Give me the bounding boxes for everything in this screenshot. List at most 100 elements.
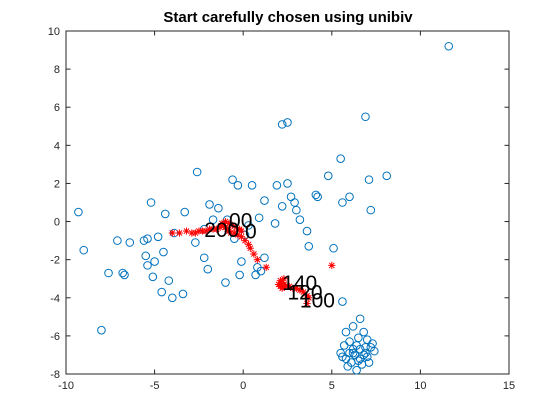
- data-point: [292, 205, 301, 215]
- data-point: [168, 293, 177, 303]
- data-point: [74, 207, 83, 217]
- trajectory-point: [232, 223, 240, 231]
- data-point: [120, 270, 129, 280]
- data-point: [118, 268, 128, 278]
- y-tick-label: 10: [48, 26, 60, 38]
- trajectory-point: [299, 288, 308, 296]
- data-point: [141, 251, 151, 261]
- data-point: [164, 276, 174, 285]
- iteration-label: 0: [245, 221, 257, 244]
- trajectory-point: [328, 261, 336, 269]
- data-point: [339, 341, 349, 350]
- y-tick-label: -8: [50, 369, 60, 381]
- data-point: [329, 243, 338, 253]
- data-point: [104, 268, 113, 278]
- data-point: [444, 41, 454, 51]
- trajectory-point: [280, 275, 288, 283]
- data-point: [221, 278, 230, 287]
- trajectory-point: [188, 229, 196, 237]
- data-point: [244, 221, 253, 230]
- iteration-label: 00: [229, 209, 252, 232]
- observation-series: [74, 41, 454, 375]
- data-point: [203, 264, 213, 274]
- trajectory-point: [237, 233, 246, 241]
- chart-title: Start carefully chosen using unibiv: [163, 9, 413, 26]
- trajectory-point: [253, 256, 261, 264]
- data-point: [352, 365, 361, 375]
- axes-frame: [65, 30, 510, 375]
- data-point: [237, 257, 246, 266]
- data-point: [359, 327, 368, 337]
- y-tick-label: 8: [54, 64, 60, 76]
- trajectory-point: [237, 227, 246, 235]
- data-point: [348, 322, 358, 331]
- data-point: [191, 238, 200, 247]
- trajectory-series: [168, 217, 336, 308]
- data-point: [341, 327, 351, 337]
- iteration-label: 200: [204, 219, 239, 242]
- data-point: [251, 270, 260, 280]
- data-point: [283, 179, 292, 188]
- trajectory-point: [182, 227, 191, 235]
- data-point: [364, 358, 374, 367]
- data-point: [139, 236, 149, 245]
- data-point: [157, 287, 166, 297]
- trajectory-point: [234, 231, 242, 239]
- trajectory-point: [296, 286, 304, 294]
- x-tick-label: 10: [414, 380, 426, 392]
- data-point: [146, 198, 156, 207]
- data-point: [311, 190, 321, 200]
- data-point: [355, 314, 365, 324]
- data-point: [302, 226, 312, 236]
- x-axis: -10 -5 0 5 10 15: [58, 31, 515, 392]
- data-point: [180, 207, 190, 217]
- iteration-label: 120: [288, 282, 323, 305]
- data-point: [205, 200, 214, 209]
- trajectory-point: [218, 219, 226, 228]
- trajectory-point: [216, 223, 224, 231]
- trajectory-point: [303, 292, 311, 300]
- plot-area: [74, 41, 454, 375]
- data-point: [235, 270, 244, 280]
- data-point: [355, 354, 365, 364]
- data-point: [382, 171, 392, 181]
- data-point: [323, 171, 333, 181]
- trajectory-point: [276, 277, 285, 285]
- x-tick-label: 5: [329, 380, 335, 392]
- trajectory-point: [221, 217, 230, 226]
- y-tick-label: -6: [50, 331, 60, 343]
- trajectory-point: [175, 229, 184, 237]
- y-tick-label: -4: [50, 293, 60, 305]
- data-point: [345, 192, 354, 202]
- x-tick-label: -5: [150, 380, 160, 392]
- y-tick-label: 0: [54, 217, 60, 229]
- x-tick-label: 0: [240, 380, 246, 392]
- trajectory-point: [241, 237, 249, 245]
- x-tick-label: -10: [58, 380, 74, 392]
- data-point: [283, 118, 292, 127]
- data-point: [313, 192, 322, 202]
- trajectory-point: [303, 299, 311, 308]
- data-point: [254, 213, 264, 223]
- data-point: [260, 196, 269, 205]
- data-point: [148, 272, 158, 282]
- data-point: [338, 198, 347, 207]
- y-tick-label: -2: [50, 255, 60, 267]
- trajectory-point: [250, 250, 258, 258]
- data-point: [343, 362, 353, 371]
- data-point: [270, 219, 280, 228]
- axes-box: [65, 30, 510, 375]
- data-point: [295, 215, 305, 224]
- data-point: [260, 253, 269, 263]
- data-point: [125, 238, 135, 247]
- data-point: [143, 261, 152, 270]
- data-point: [338, 352, 347, 362]
- data-point: [348, 348, 358, 358]
- data-point: [304, 242, 314, 251]
- trajectory-point: [246, 244, 254, 252]
- data-point: [150, 257, 159, 266]
- y-tick-label: 4: [54, 140, 60, 152]
